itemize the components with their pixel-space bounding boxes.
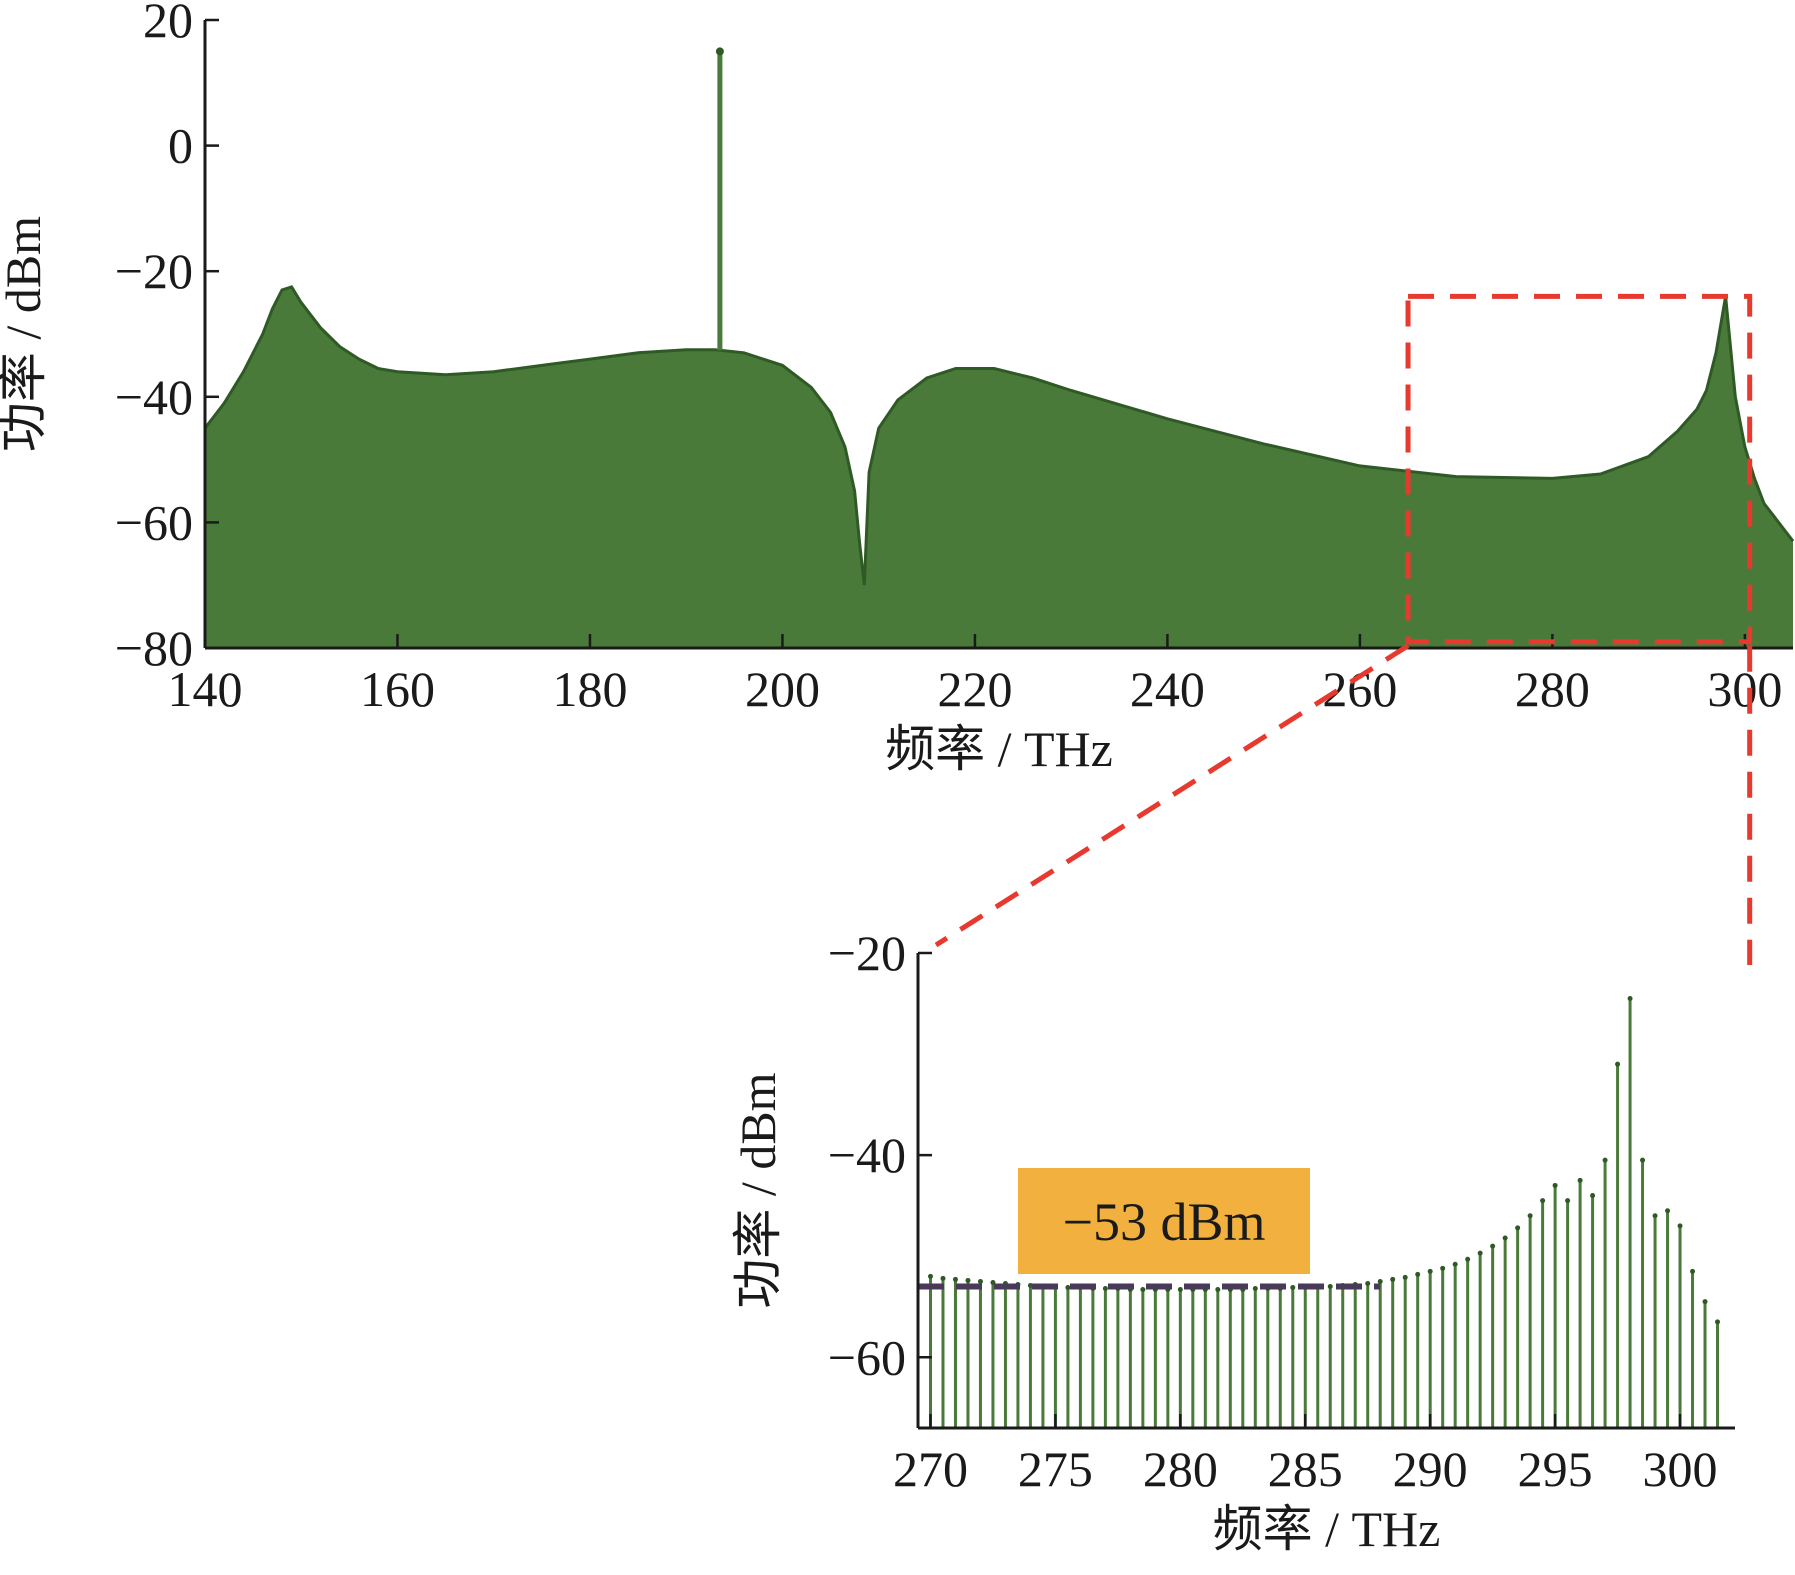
x-tick-label: 140	[168, 661, 243, 717]
inset-axes: 270 275 280 285 290 295 300 −20 −40 −60 频率 / THz 功率…	[730, 925, 1735, 1557]
spectral-line-marker	[1577, 1177, 1583, 1183]
threshold-label: −53 dBm	[1063, 1192, 1266, 1252]
x-tick-label: 300	[1707, 661, 1782, 717]
main-spectrum-marks	[203, 47, 1795, 648]
y-tick-label: −20	[115, 243, 193, 299]
spectral-line-marker	[965, 1277, 971, 1283]
x-tick-label: 240	[1130, 661, 1205, 717]
carrier-peak-marker	[715, 47, 724, 56]
spectral-line-marker	[1390, 1276, 1396, 1282]
spectral-line-marker	[977, 1278, 983, 1284]
spectral-line-marker	[1177, 1287, 1183, 1293]
spectral-line-marker	[1427, 1268, 1433, 1274]
y-axis-title: 功率 / dBm	[0, 216, 51, 452]
threshold-label-box	[1018, 1168, 1310, 1274]
spectral-line-marker	[1290, 1285, 1296, 1291]
main-axes: 140 160 180 200 220 240 260 280 300200−20−40−60−…	[0, 0, 1793, 777]
y-tick-label: −60	[115, 494, 193, 550]
spectral-line-marker	[1502, 1235, 1508, 1241]
spectral-line-marker	[1027, 1283, 1033, 1288]
x-tick-label: 270	[893, 1441, 968, 1497]
y-tick-label: −20	[828, 925, 906, 981]
x-tick-label: 280	[1515, 661, 1590, 717]
spectral-line-marker	[1465, 1256, 1471, 1262]
x-axis-title: 频率 / THz	[1213, 1501, 1441, 1557]
spectral-line-marker	[1365, 1280, 1371, 1286]
threshold-annotation: −53 dBm	[1018, 1168, 1310, 1274]
spectral-line-marker	[1215, 1287, 1221, 1293]
spectral-line-marker	[1715, 1319, 1721, 1325]
x-tick-label: 220	[937, 661, 1012, 717]
x-tick-label: 295	[1518, 1441, 1593, 1497]
spectral-line-marker	[1477, 1250, 1483, 1256]
x-tick-label: 285	[1268, 1441, 1343, 1497]
x-tick-label: 300	[1643, 1441, 1718, 1497]
spectral-line-marker	[927, 1273, 933, 1279]
spectral-line-marker	[1677, 1223, 1683, 1229]
spectral-line-marker	[1440, 1265, 1446, 1271]
spectral-line-marker	[952, 1276, 958, 1282]
x-tick-label: 290	[1393, 1441, 1468, 1497]
x-tick-label: 260	[1322, 661, 1397, 717]
spectral-line-marker	[1615, 1061, 1621, 1067]
spectral-line-marker	[1590, 1193, 1596, 1199]
x-tick-label: 200	[745, 661, 820, 717]
main-spectrum-chart: 140 160 180 200 220 240 260 280 300200−20−40−60−…	[0, 0, 1795, 777]
spectral-line-marker	[1540, 1198, 1546, 1204]
spectral-line-marker	[1452, 1261, 1458, 1267]
spectral-line-marker	[1552, 1182, 1558, 1188]
spectral-line-marker	[1490, 1243, 1496, 1249]
spectral-line-marker	[1527, 1213, 1533, 1219]
zoom-rectangle	[1405, 293, 1753, 645]
x-tick-label: 275	[1018, 1441, 1093, 1497]
y-tick-label: −40	[115, 369, 193, 425]
y-tick-label: 20	[143, 0, 193, 48]
spectral-line-marker	[1665, 1208, 1671, 1214]
inset-bars	[927, 995, 1721, 1428]
spectral-line-marker	[1690, 1268, 1696, 1274]
spectral-line-marker	[1102, 1286, 1108, 1292]
y-axis-title: 功率 / dBm	[730, 1072, 786, 1308]
zoom-region-box	[934, 293, 1753, 965]
spectral-line-marker	[1652, 1213, 1658, 1219]
spectral-line-marker	[1327, 1284, 1333, 1290]
spectral-line-marker	[1515, 1225, 1521, 1231]
spectral-line-marker	[940, 1275, 946, 1281]
x-tick-label: 180	[552, 661, 627, 717]
y-tick-label: −40	[828, 1127, 906, 1183]
spectral-line-marker	[1565, 1198, 1571, 1204]
spectral-line-marker	[1252, 1286, 1258, 1292]
y-tick-label: −80	[115, 620, 193, 676]
spectral-line-marker	[1402, 1274, 1408, 1280]
spectral-line-marker	[1627, 995, 1633, 1001]
y-tick-label: 0	[168, 118, 193, 174]
zoom-connector-left	[934, 643, 1410, 948]
spectral-line-marker	[1140, 1287, 1146, 1293]
spectral-line-marker	[1702, 1299, 1708, 1305]
spectral-line-marker	[1602, 1157, 1608, 1163]
spectral-line-marker	[1415, 1271, 1421, 1277]
main-spectrum-area	[205, 286, 1793, 648]
y-tick-label: −60	[828, 1329, 906, 1385]
x-axis-title: 频率 / THz	[885, 721, 1113, 777]
x-tick-label: 280	[1143, 1441, 1218, 1497]
inset-spectrum-chart: 270 275 280 285 290 295 300 −20 −40 −60 频率 / THz 功率…	[730, 925, 1735, 1557]
x-tick-label: 160	[360, 661, 435, 717]
spectral-line-marker	[1377, 1278, 1383, 1284]
spectral-line-marker	[1065, 1285, 1071, 1291]
spectral-line-marker	[1640, 1157, 1646, 1163]
